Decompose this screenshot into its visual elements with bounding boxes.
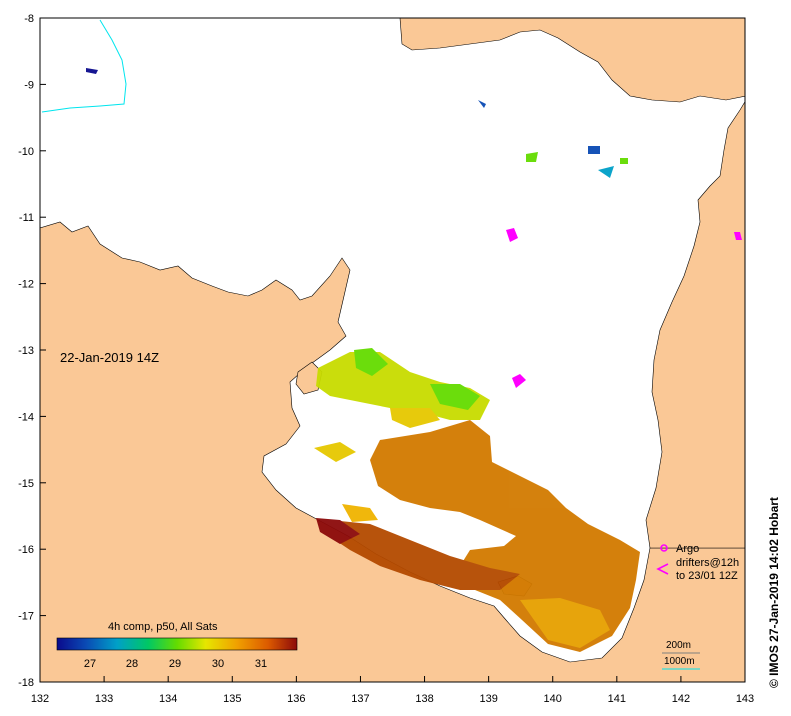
- lon-tick-label: 139: [479, 693, 497, 705]
- land-cape-york: [645, 101, 745, 549]
- lat-tick-label: -18: [18, 677, 34, 689]
- legend-drifters: drifters@12h: [676, 557, 739, 569]
- lat-tick-label: -17: [18, 611, 34, 623]
- lat-tick-label: -8: [24, 13, 34, 25]
- lat-tick-label: -13: [18, 345, 34, 357]
- date-label: 22-Jan-2019 14Z: [60, 350, 159, 365]
- colorbar-tick-label: 30: [212, 658, 224, 670]
- colorbar-tick-label: 31: [255, 658, 267, 670]
- lat-tick-label: -10: [18, 146, 34, 158]
- lon-tick-label: 142: [672, 693, 690, 705]
- credit-text: © IMOS 27-Jan-2019 14:02 Hobart: [767, 497, 781, 688]
- lat-axis: -8 -9 -10 -11 -12 -13 -14 -15 -16 -17 -18: [18, 13, 46, 689]
- lon-tick-label: 136: [287, 693, 305, 705]
- legend-200m: 200m: [666, 640, 691, 651]
- legend-argo: Argo: [676, 543, 699, 555]
- lon-tick-label: 134: [159, 693, 177, 705]
- lon-tick-label: 132: [31, 693, 49, 705]
- argo-icon: [660, 544, 668, 552]
- lon-tick-label: 135: [223, 693, 241, 705]
- drifter-icon: [656, 563, 669, 575]
- land-arnhem-gulf: [40, 221, 745, 682]
- drifter-marks: [506, 228, 742, 388]
- sst-overlay: [86, 68, 640, 652]
- colorbar-tick-label: 27: [84, 658, 96, 670]
- isobath-line: [41, 19, 127, 113]
- colorbar: [56, 637, 298, 651]
- legend-1000m: 1000m: [664, 656, 695, 667]
- lon-axis: 132 133 134 135 136 137 138 139 140 141 142 143: [31, 676, 754, 705]
- legend-drifters-to: to 23/01 12Z: [676, 570, 738, 582]
- lat-tick-label: -14: [18, 411, 34, 423]
- lat-tick-label: -12: [18, 279, 34, 291]
- lon-tick-label: 143: [736, 693, 754, 705]
- lon-tick-label: 138: [415, 693, 433, 705]
- land-island: [295, 361, 323, 395]
- land-new-guinea: [399, 18, 745, 103]
- lat-tick-label: -16: [18, 544, 34, 556]
- lon-tick-label: 140: [544, 693, 562, 705]
- lon-tick-label: 141: [608, 693, 626, 705]
- lat-tick-label: -15: [18, 478, 34, 490]
- lon-tick-label: 133: [95, 693, 113, 705]
- colorbar-title: 4h comp, p50, All Sats: [108, 621, 218, 633]
- colorbar-ticks: 27 28 29 30 31: [84, 658, 267, 670]
- colorbar-tick-label: 29: [169, 658, 181, 670]
- lat-tick-label: -9: [24, 79, 34, 91]
- colorbar-tick-label: 28: [126, 658, 138, 670]
- lon-tick-label: 137: [351, 693, 369, 705]
- lat-tick-label: -11: [19, 212, 34, 224]
